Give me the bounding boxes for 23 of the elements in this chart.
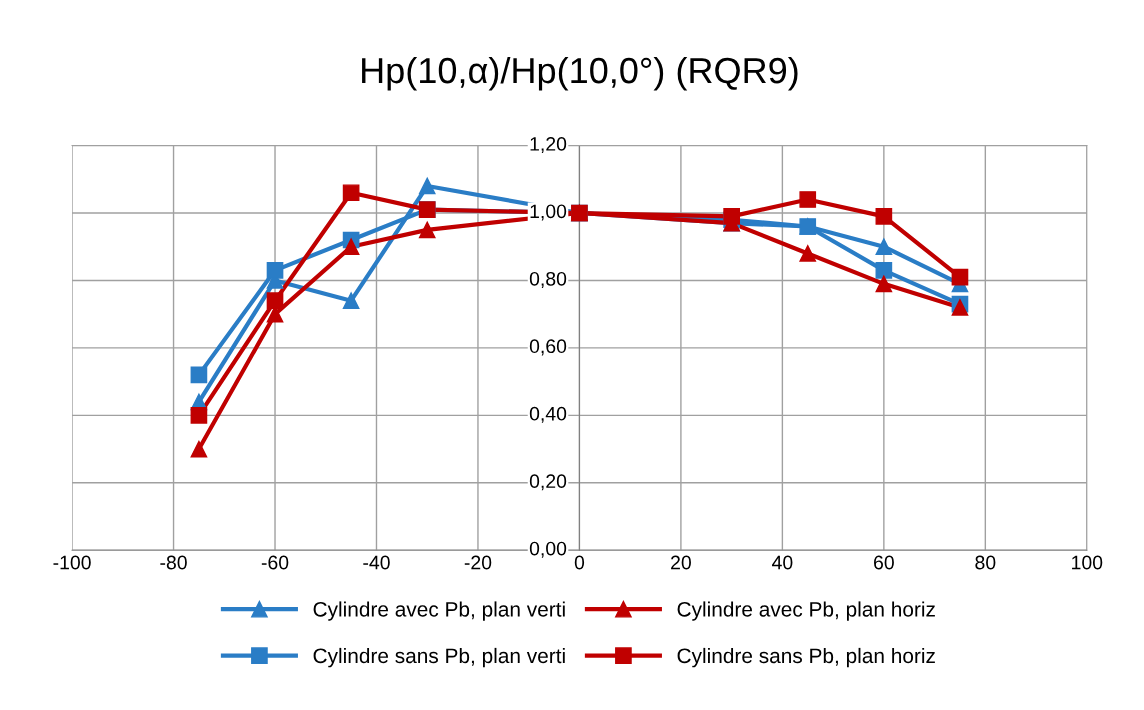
y-tick-label: 1,00	[530, 204, 567, 221]
y-tick-label: 0,60	[529, 339, 567, 356]
y-tick-label: 0,00	[529, 541, 567, 558]
x-tick-label: -60	[261, 555, 289, 570]
y-tick-label: 1,20	[530, 137, 567, 154]
x-tick-label: 80	[975, 555, 996, 570]
x-tick-label: -40	[363, 555, 390, 570]
x-tick-label: -20	[464, 555, 492, 570]
legend-label: Cylindre sans Pb, plan horiz	[677, 647, 935, 668]
x-tick-label: -100	[53, 555, 91, 570]
legend-label: Cylindre avec Pb, plan horiz	[677, 601, 935, 621]
y-tick-label: 0,80	[529, 271, 567, 288]
x-tick-label: -80	[160, 555, 187, 570]
x-tick-label: 20	[671, 555, 691, 570]
x-tick-label: 40	[772, 555, 793, 570]
y-tick-label: 0,20	[529, 474, 567, 491]
legend-label: Cylindre sans Pb, plan verti	[313, 647, 565, 668]
x-tick-label: 100	[1072, 555, 1103, 570]
legend-label: Cylindre avec Pb, plan verti	[313, 601, 565, 621]
x-tick-label: 60	[874, 555, 894, 570]
x-tick-label: 0	[574, 555, 585, 570]
chart-title: Hp(10,α)/Hp(10,0°) (RQR9)	[362, 56, 798, 91]
y-tick-label: 0,40	[529, 406, 567, 423]
